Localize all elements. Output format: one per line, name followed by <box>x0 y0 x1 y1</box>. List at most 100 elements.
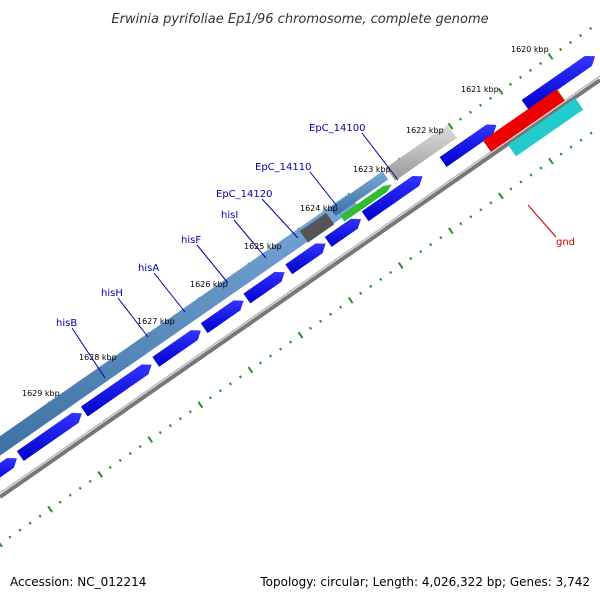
minor-tick <box>569 145 573 149</box>
minor-tick <box>359 291 363 295</box>
minor-tick <box>508 82 513 86</box>
minor-tick <box>509 187 513 191</box>
tick-label: 1620 kbp <box>511 45 549 54</box>
major-tick <box>47 505 53 513</box>
gene-label: gnd <box>556 237 575 248</box>
tick-label: 1622 kbp <box>406 126 444 135</box>
minor-tick <box>429 243 433 247</box>
gene-label: hisB <box>56 318 77 329</box>
major-tick <box>347 296 354 304</box>
minor-tick <box>238 375 242 379</box>
minor-tick <box>309 326 313 330</box>
minor-tick <box>258 361 263 365</box>
tick-label: 1627 kbp <box>137 317 175 326</box>
minor-tick <box>339 305 343 309</box>
minor-tick <box>579 138 583 142</box>
minor-tick <box>178 417 182 421</box>
minor-tick <box>108 465 112 470</box>
tick-label: 1624 kbp <box>300 204 338 213</box>
gene-leader-line <box>153 272 186 313</box>
gene-label: hisI <box>221 210 238 221</box>
minor-tick <box>518 75 523 79</box>
gene-label: hisF <box>181 235 201 246</box>
minor-tick <box>589 131 593 135</box>
genome-summary-text: Topology: circular; Length: 4,026,322 bp… <box>259 575 590 589</box>
tick-label: 1621 kbp <box>461 85 499 94</box>
minor-tick <box>569 40 573 45</box>
tick-label: 1628 kbp <box>79 353 117 362</box>
cds-arrow <box>16 412 82 462</box>
major-tick <box>447 227 454 235</box>
minor-tick <box>68 493 72 497</box>
epc-feature <box>329 171 389 217</box>
gene-label: EpC_14120 <box>216 189 272 200</box>
minor-tick <box>559 152 563 156</box>
minor-tick <box>278 347 283 351</box>
misc-feature <box>299 212 335 243</box>
minor-tick <box>439 236 443 240</box>
minor-tick <box>208 396 212 400</box>
green-feature <box>340 184 392 222</box>
minor-tick <box>459 222 463 226</box>
minor-tick <box>28 521 32 525</box>
gene-label: hisA <box>138 263 159 274</box>
minor-tick <box>379 277 383 282</box>
cds-arrow <box>0 458 17 478</box>
major-tick <box>547 52 554 60</box>
minor-tick <box>469 215 473 219</box>
tick-label: 1625 kbp <box>244 242 282 251</box>
minor-tick <box>319 319 323 323</box>
minor-tick <box>38 514 42 518</box>
his-operon-bar <box>0 193 359 456</box>
minor-tick <box>539 166 543 170</box>
gene-leader-line <box>233 219 267 259</box>
inner-tick-ring <box>0 131 593 548</box>
backbone <box>0 75 600 499</box>
cds-arrow <box>285 243 326 275</box>
cyan-feature <box>507 98 584 157</box>
cds-arrow <box>439 124 497 167</box>
minor-tick <box>529 68 533 72</box>
minor-tick <box>78 486 82 490</box>
gene-leader-line <box>527 204 557 238</box>
gene-leader-line <box>261 198 299 239</box>
accession-text: Accession: NC_012214 <box>10 575 146 589</box>
minor-tick <box>539 61 543 66</box>
minor-tick <box>478 103 483 107</box>
minor-tick <box>489 201 493 205</box>
minor-tick <box>268 354 273 358</box>
minor-tick <box>389 270 393 275</box>
red-feature <box>482 89 565 152</box>
minor-tick <box>409 256 413 261</box>
minor-tick <box>529 173 533 177</box>
minor-tick <box>589 26 593 31</box>
gene-label: hisH <box>101 288 123 299</box>
cds-arrow <box>80 364 152 417</box>
minor-tick <box>88 479 92 483</box>
tick-label: 1626 kbp <box>190 280 228 289</box>
major-tick <box>447 122 454 130</box>
tick-label: 1623 kbp <box>353 165 391 174</box>
gene-leader-line <box>117 297 149 338</box>
cds-arrow <box>243 271 285 304</box>
major-tick <box>197 401 204 409</box>
minor-tick <box>118 458 122 463</box>
gene-leader-line <box>71 327 106 379</box>
minor-tick <box>329 312 333 316</box>
gene-label-layer: EpC_14100 EpC_14110 EpC_14120 hisI hisF hisA h… <box>56 123 575 379</box>
minor-tick <box>419 249 423 254</box>
major-tick <box>397 262 404 269</box>
major-tick <box>147 436 154 444</box>
major-tick <box>497 87 504 95</box>
minor-tick <box>468 110 473 114</box>
major-tick <box>297 331 304 339</box>
tick-label-layer: 1620 kbp 1621 kbp 1622 kbp 1623 kbp 1624 kbp… <box>22 45 549 398</box>
minor-tick <box>288 340 293 344</box>
minor-tick <box>519 180 523 184</box>
minor-tick <box>458 117 463 121</box>
cds-arrow <box>521 56 595 110</box>
minor-tick <box>479 208 483 212</box>
cds-arrow <box>152 330 201 367</box>
major-tick <box>97 470 104 478</box>
minor-tick <box>138 444 142 449</box>
